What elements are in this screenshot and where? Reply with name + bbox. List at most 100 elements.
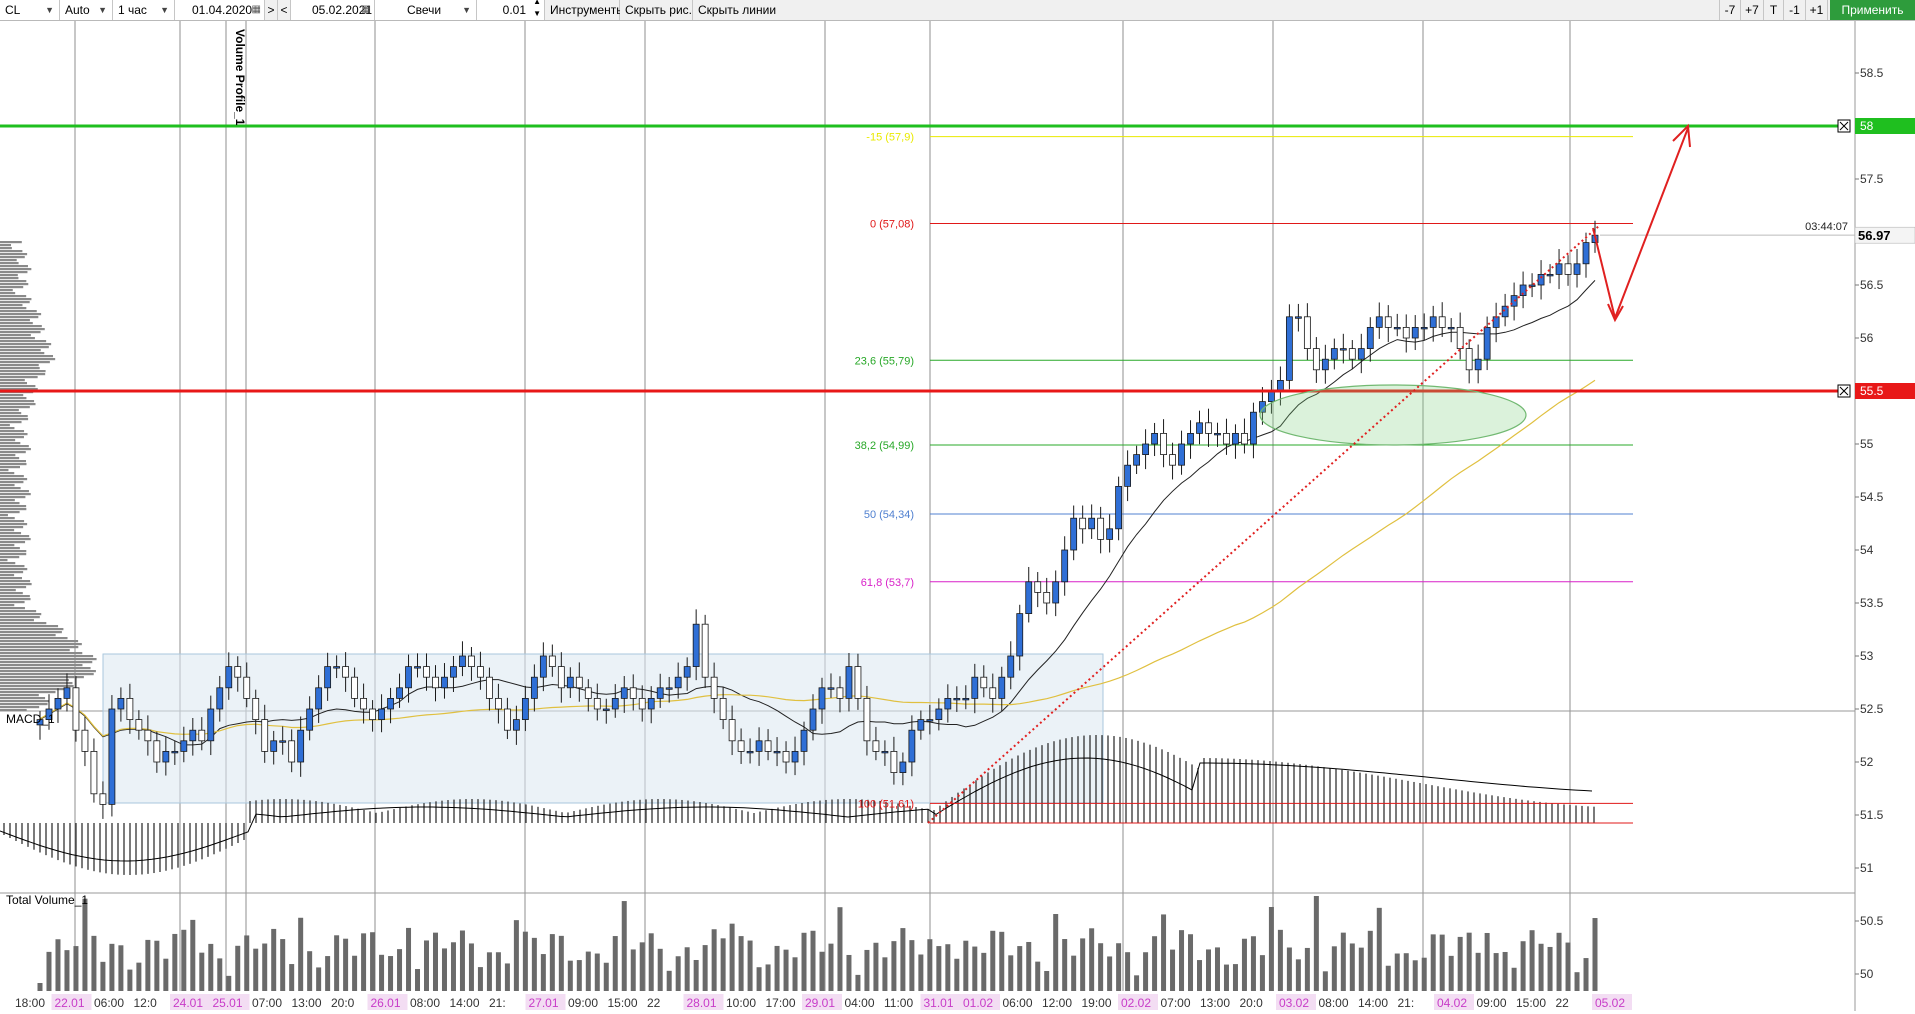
date-highlight <box>802 994 842 1010</box>
minus1-button[interactable]: -1 <box>1784 0 1806 20</box>
symbol-value: CL <box>5 3 21 17</box>
drawings[interactable] <box>927 123 1691 824</box>
timeframe-value: 1 час <box>118 3 147 17</box>
chart-type-select[interactable]: Свечи ▼ <box>375 0 477 20</box>
volume-bar <box>1044 970 1050 991</box>
horizontal-levels[interactable]: 03:44:07 <box>0 119 1855 398</box>
mode-select[interactable]: Auto ▼ <box>60 0 113 20</box>
time-label: 06:00 <box>1003 996 1033 1010</box>
candle-bull <box>1250 411 1257 445</box>
volume-bar <box>1349 943 1355 991</box>
plus7-button[interactable]: +7 <box>1741 0 1764 20</box>
chart-area[interactable]: -15 (57,9) 0 (57,08) 23,6 (55,79) 38,2 (54,… <box>0 21 1915 1011</box>
date-highlight <box>683 994 724 1010</box>
volume-bar <box>810 930 816 991</box>
calendar-icon[interactable]: ▦ <box>251 4 261 15</box>
candle-bull <box>216 687 224 710</box>
volume-bar <box>1197 960 1203 991</box>
date-from-field[interactable]: 01.04.2020 ▦ <box>175 0 265 20</box>
candle-bull <box>1411 326 1419 339</box>
grid <box>0 21 1856 1011</box>
volume-bar <box>540 954 546 991</box>
volume-bar <box>1367 930 1373 991</box>
arrow-down-head-icon <box>1607 303 1624 323</box>
time-label: 09:00 <box>1477 996 1507 1010</box>
candle-bull <box>683 666 691 678</box>
candle-bear <box>593 698 601 710</box>
prev-button[interactable]: < <box>278 0 291 20</box>
candle-bull <box>1528 284 1536 287</box>
volume-profile-bar <box>0 379 25 382</box>
volume-bar <box>1062 939 1068 991</box>
volume-bar <box>657 948 663 991</box>
fib-level-label: 61,8 (53,7) <box>861 577 914 589</box>
time-label: 02.02 <box>1121 996 1151 1010</box>
volume-bar <box>181 929 187 991</box>
date-highlight <box>209 994 250 1010</box>
candle-bull <box>1483 326 1491 360</box>
volume-bar <box>370 932 376 991</box>
volume-bar <box>199 952 205 991</box>
timeframe-select[interactable]: 1 час ▼ <box>113 0 175 20</box>
candle-bull <box>450 666 457 678</box>
symbol-select[interactable]: CL ▼ <box>0 0 60 20</box>
tools-button[interactable]: Инструменты <box>545 0 625 20</box>
candle-bull <box>405 666 412 689</box>
date-highlight <box>367 994 408 1010</box>
time-label: 22 <box>1556 996 1570 1010</box>
chart-canvas[interactable]: -15 (57,9) 0 (57,08) 23,6 (55,79) 38,2 (54,… <box>0 21 1915 1011</box>
plus1-button[interactable]: +1 <box>1806 0 1828 20</box>
support-zone-ellipse[interactable] <box>1259 384 1527 446</box>
volume-bar <box>603 962 609 991</box>
volume-profile-bar <box>0 490 29 493</box>
candle-bull <box>1007 655 1015 678</box>
candle-bull <box>1142 443 1149 456</box>
consolidation-rectangle[interactable] <box>102 653 1104 804</box>
candle-bull <box>45 708 53 721</box>
volume-profile-bar <box>0 301 30 304</box>
candle-bull <box>908 729 916 763</box>
hide-drawings-button[interactable]: Скрыть рис. <box>620 0 693 20</box>
t-button[interactable]: T <box>1764 0 1784 20</box>
volume-bar <box>567 960 573 991</box>
volume-profile-bar <box>0 334 31 337</box>
candle-bull <box>656 687 664 699</box>
forecast-arrow-path[interactable] <box>1592 127 1689 322</box>
volume-profile-bar <box>0 685 74 688</box>
volume-bar <box>1152 936 1158 991</box>
step-input[interactable]: 0.01 ▲ ▼ <box>477 0 545 20</box>
calendar-icon[interactable]: ▦ <box>361 4 371 15</box>
volume-bar <box>918 954 924 991</box>
hide-lines-button[interactable]: Скрыть линии <box>693 0 776 20</box>
volume-profile-bar <box>0 628 64 631</box>
volume-profile-bar <box>0 370 46 373</box>
candle-bull <box>324 666 332 689</box>
volume-profile-bar <box>0 700 50 703</box>
volume-profile-bar <box>0 613 42 616</box>
volume-profile-bar <box>0 280 27 283</box>
volume-profile-bar <box>0 655 94 658</box>
time-label: 07:00 <box>252 996 282 1010</box>
spinner-icon[interactable]: ▲ ▼ <box>533 0 541 18</box>
level-low-badge[interactable] <box>1855 383 1915 399</box>
volume-profile-bar <box>0 337 35 340</box>
volume-profile-bar <box>0 640 79 643</box>
date-to-field[interactable]: 05.02.2021 ▦ <box>291 0 375 20</box>
next-button[interactable]: > <box>265 0 278 20</box>
price-tick-label: 58.5 <box>1860 66 1884 80</box>
volume-profile-bar <box>0 562 16 565</box>
candle-bull <box>611 698 619 710</box>
fibonacci-levels[interactable]: -15 (57,9) 0 (57,08) 23,6 (55,79) 38,2 (54,… <box>855 132 1633 811</box>
volume-bar <box>891 941 897 991</box>
candle-bear <box>1438 316 1446 328</box>
volume-profile-bar <box>0 580 31 583</box>
level-high-badge[interactable] <box>1855 118 1915 134</box>
volume-bar <box>244 935 250 991</box>
candle-bull <box>1537 273 1545 286</box>
candle-bull <box>162 751 170 763</box>
chevron-down-icon: ▼ <box>160 5 169 15</box>
minus7-button[interactable]: -7 <box>1719 0 1741 20</box>
candle-bear <box>1043 592 1051 604</box>
apply-button[interactable]: Применить <box>1830 0 1915 20</box>
volume-bar <box>450 942 456 991</box>
